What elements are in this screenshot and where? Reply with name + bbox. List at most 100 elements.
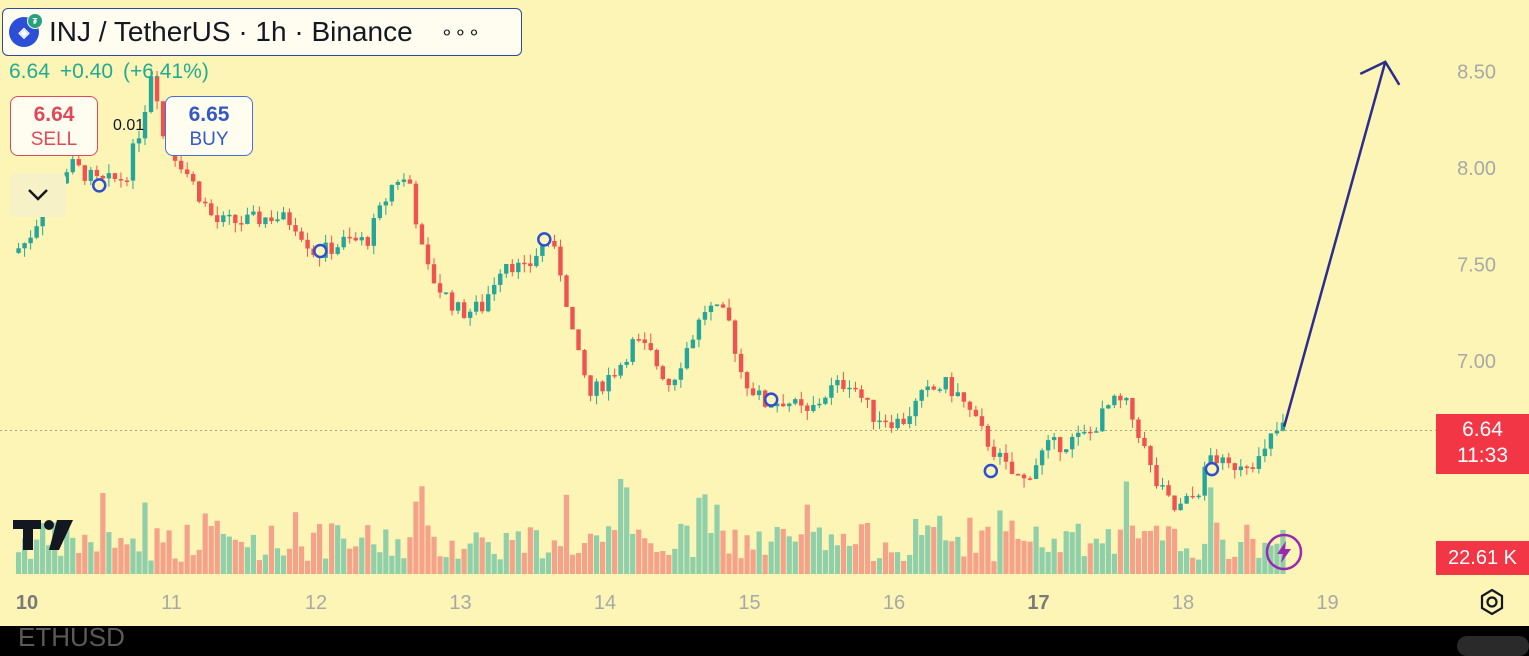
price-chart[interactable]: 8.50 8.00 7.50 7.00 10 11 12 13 14 15 16 17 18 19: [0, 0, 1529, 626]
candle-body: [787, 403, 792, 407]
candle-body: [756, 390, 762, 396]
candle-body: [558, 246, 563, 276]
candle-body: [883, 420, 888, 423]
next-symbol-label: ETHUSD: [18, 622, 125, 652]
volume-bar: [1274, 543, 1280, 574]
candle-body: [522, 262, 527, 265]
candle-body: [353, 237, 358, 241]
volume-bar: [335, 525, 341, 574]
volume-bar: [1256, 557, 1262, 574]
volume-bar: [569, 554, 576, 574]
volume-bar: [527, 527, 533, 574]
volume-bar: [34, 539, 40, 574]
signal-marker: [313, 243, 328, 259]
symbol-header[interactable]: ◈ ₮ INJ / TetherUS · 1h · Binance ∘∘∘: [2, 8, 522, 56]
candle-body: [805, 405, 810, 412]
candle-body: [431, 264, 437, 284]
candle-body: [1039, 450, 1045, 466]
candle-body: [498, 273, 503, 285]
candle-body: [1009, 461, 1015, 475]
volume-bar: [1099, 543, 1105, 574]
candle-body: [64, 172, 69, 184]
candle-body: [365, 237, 370, 246]
candle-body: [251, 211, 256, 215]
volume-bar: [1117, 529, 1123, 574]
volume-bar: [1135, 538, 1142, 574]
volume-bar: [1075, 523, 1081, 574]
candle-body: [389, 184, 395, 202]
candle-body: [642, 339, 647, 344]
candle-body: [1021, 474, 1027, 479]
volume-bar: [323, 558, 329, 574]
candle-body: [148, 76, 154, 112]
candle-body: [811, 404, 816, 412]
lightning-icon[interactable]: [1265, 533, 1303, 571]
signal-marker: [983, 463, 999, 479]
candle-body: [455, 302, 461, 311]
volume-bar: [726, 553, 732, 574]
volume-bar: [1202, 543, 1208, 574]
candle-body: [540, 242, 545, 256]
candle-body: [1136, 419, 1141, 438]
candle-body: [1226, 457, 1231, 464]
volume-bar: [708, 532, 714, 574]
volume-bar: [238, 541, 244, 574]
candle-body: [654, 350, 659, 367]
volume-bar: [455, 558, 461, 574]
volume-bar: [1196, 559, 1202, 574]
volume-bar: [985, 526, 991, 574]
settings-icon[interactable]: [1477, 587, 1507, 617]
x-tick-label: 15: [738, 592, 760, 614]
volume-bar: [563, 494, 570, 574]
volume-bar: [852, 544, 859, 574]
volume-bar: [624, 487, 630, 574]
buy-button[interactable]: 6.65 BUY: [165, 96, 253, 156]
volume-bar: [142, 502, 148, 574]
candle-body: [1045, 440, 1051, 451]
candle-body: [720, 304, 726, 308]
candle-body: [817, 403, 822, 406]
candle-body: [1015, 474, 1021, 476]
last-price-tag: 6.64 11:33: [1436, 414, 1529, 474]
candle-body: [738, 353, 744, 373]
candle-body: [299, 231, 304, 240]
volume-bar: [244, 547, 250, 574]
more-dots-icon[interactable]: ∘∘∘: [440, 21, 482, 44]
candle-body: [1076, 432, 1081, 437]
candle-body: [528, 263, 533, 267]
volume-bar: [184, 524, 190, 574]
candle-body: [425, 244, 431, 265]
candle-body: [696, 319, 702, 340]
candle-body: [1262, 448, 1268, 457]
volume-bar: [967, 517, 973, 574]
volume-bar: [347, 548, 353, 574]
candle-body: [534, 255, 539, 267]
candle-body: [1178, 503, 1183, 511]
candle-body: [269, 217, 274, 222]
volume-bar: [642, 538, 648, 574]
volume-bar: [533, 530, 539, 574]
collapse-button[interactable]: [10, 173, 66, 217]
candle-body: [1130, 398, 1135, 420]
candle-body: [82, 165, 87, 181]
nav-pill[interactable]: [1457, 636, 1529, 656]
candle-body: [1124, 398, 1129, 401]
volume-bar: [834, 545, 841, 574]
volume-bar: [1003, 531, 1009, 574]
candle-body: [1160, 485, 1165, 487]
volume-bar: [467, 543, 473, 574]
volume-bar: [1111, 553, 1117, 574]
sell-button[interactable]: 6.64 SELL: [10, 96, 98, 156]
volume-bar: [666, 554, 672, 574]
candle-body: [492, 284, 497, 295]
candle-body: [1244, 466, 1250, 468]
candle-body: [371, 218, 376, 246]
candle-body: [160, 101, 166, 137]
candle-body: [997, 452, 1003, 457]
candle-body: [70, 159, 75, 173]
volume-bar: [329, 523, 335, 574]
volume-bar: [792, 541, 798, 574]
volume-bar: [750, 549, 756, 574]
volume-bar: [1268, 545, 1274, 574]
